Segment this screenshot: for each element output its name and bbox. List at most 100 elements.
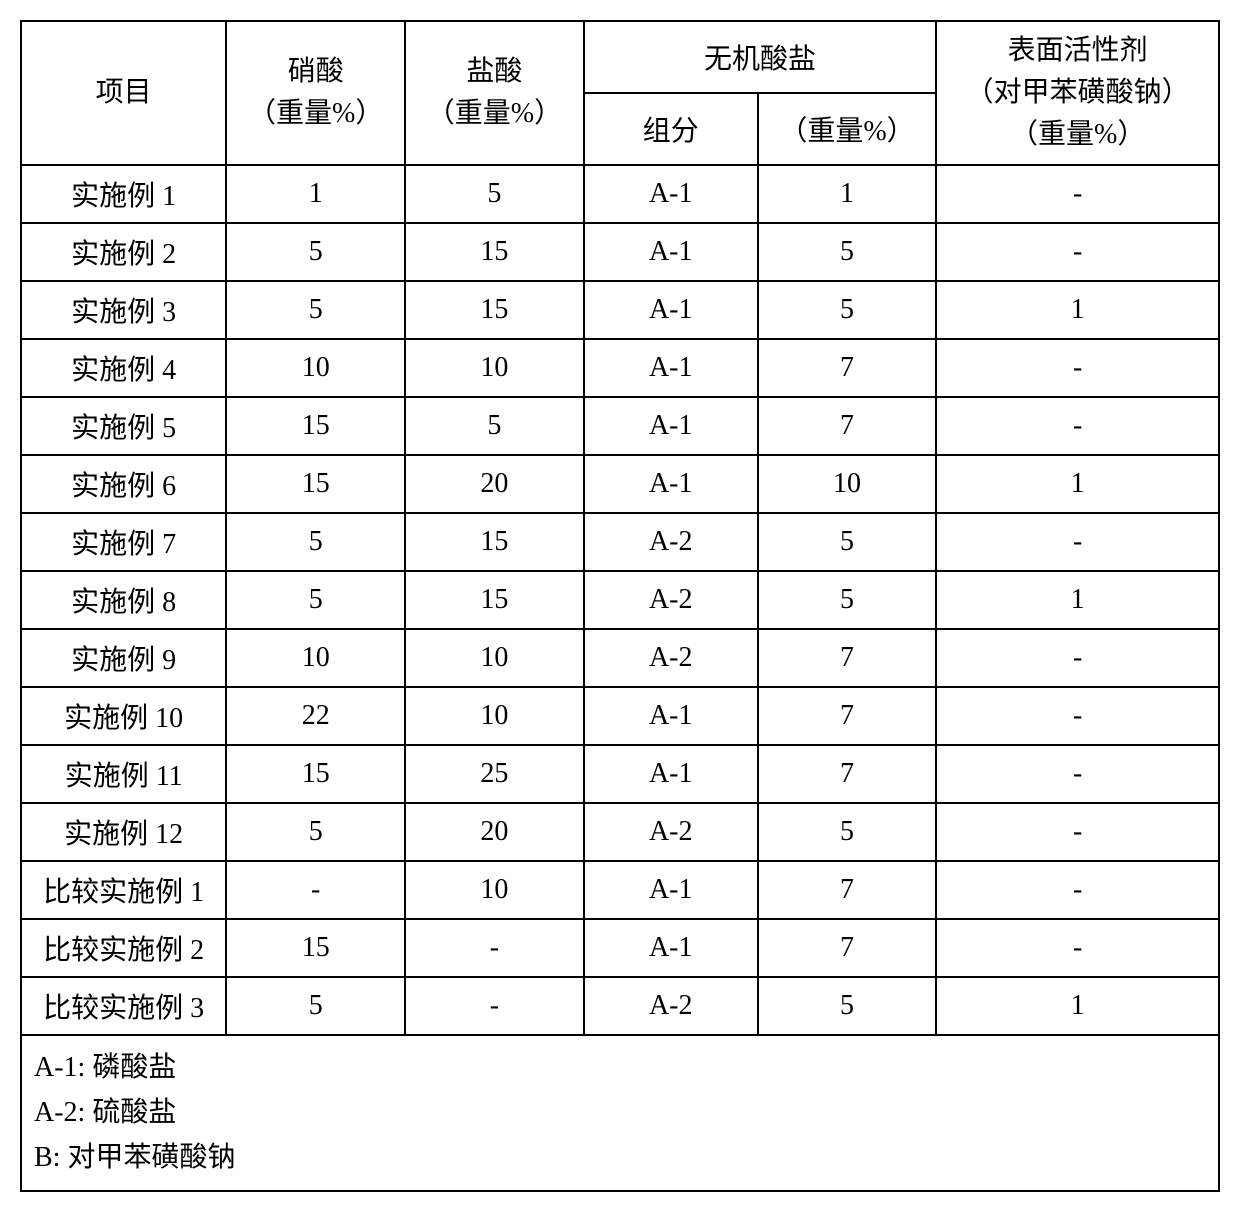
cell-nitric: 5 bbox=[226, 513, 405, 571]
cell-label: 实施例 3 bbox=[21, 281, 226, 339]
cell-surf: - bbox=[936, 803, 1219, 861]
cell-hcl: 15 bbox=[405, 281, 584, 339]
cell-label: 实施例 1 bbox=[21, 165, 226, 223]
cell-label: 比较实施例 1 bbox=[21, 861, 226, 919]
table-row: 实施例 8515A-251 bbox=[21, 571, 1219, 629]
cell-wt: 5 bbox=[758, 281, 937, 339]
header-item: 项目 bbox=[21, 21, 226, 165]
cell-nitric: 15 bbox=[226, 397, 405, 455]
cell-hcl: 15 bbox=[405, 223, 584, 281]
cell-label: 实施例 5 bbox=[21, 397, 226, 455]
cell-wt: 7 bbox=[758, 339, 937, 397]
cell-wt: 7 bbox=[758, 919, 937, 977]
cell-wt: 5 bbox=[758, 513, 937, 571]
cell-comp: A-2 bbox=[584, 803, 758, 861]
cell-wt: 5 bbox=[758, 223, 937, 281]
cell-hcl: 10 bbox=[405, 861, 584, 919]
table-row: 比较实施例 1-10A-17- bbox=[21, 861, 1219, 919]
cell-comp: A-1 bbox=[584, 339, 758, 397]
table-body: 实施例 115A-11-实施例 2515A-15-实施例 3515A-151实施… bbox=[21, 165, 1219, 1035]
header-row-1: 项目 硝酸（重量%） 盐酸（重量%） 无机酸盐 表面活性剂（对甲苯磺酸钠）（重量… bbox=[21, 21, 1219, 93]
cell-label: 实施例 12 bbox=[21, 803, 226, 861]
cell-wt: 5 bbox=[758, 803, 937, 861]
cell-surf: - bbox=[936, 687, 1219, 745]
cell-nitric: 15 bbox=[226, 745, 405, 803]
cell-wt: 7 bbox=[758, 687, 937, 745]
cell-label: 实施例 7 bbox=[21, 513, 226, 571]
cell-surf: 1 bbox=[936, 281, 1219, 339]
table-row: 实施例 12520A-25- bbox=[21, 803, 1219, 861]
footnote-cell: A-1: 磷酸盐A-2: 硫酸盐B: 对甲苯磺酸钠 bbox=[21, 1035, 1219, 1191]
cell-comp: A-1 bbox=[584, 455, 758, 513]
cell-comp: A-1 bbox=[584, 223, 758, 281]
cell-nitric: 5 bbox=[226, 571, 405, 629]
header-salt-wt: （重量%） bbox=[758, 93, 937, 165]
footnote-row: A-1: 磷酸盐A-2: 硫酸盐B: 对甲苯磺酸钠 bbox=[21, 1035, 1219, 1191]
cell-wt: 7 bbox=[758, 745, 937, 803]
cell-surf: - bbox=[936, 397, 1219, 455]
cell-hcl: 15 bbox=[405, 513, 584, 571]
cell-surf: - bbox=[936, 339, 1219, 397]
cell-hcl: 5 bbox=[405, 165, 584, 223]
cell-nitric: 22 bbox=[226, 687, 405, 745]
cell-nitric: - bbox=[226, 861, 405, 919]
cell-hcl: 10 bbox=[405, 339, 584, 397]
cell-surf: - bbox=[936, 513, 1219, 571]
cell-comp: A-1 bbox=[584, 919, 758, 977]
table-row: 实施例 115A-11- bbox=[21, 165, 1219, 223]
cell-nitric: 1 bbox=[226, 165, 405, 223]
header-surfactant: 表面活性剂（对甲苯磺酸钠）（重量%） bbox=[936, 21, 1219, 165]
cell-comp: A-1 bbox=[584, 397, 758, 455]
cell-wt: 10 bbox=[758, 455, 937, 513]
cell-label: 实施例 6 bbox=[21, 455, 226, 513]
cell-comp: A-2 bbox=[584, 571, 758, 629]
cell-wt: 1 bbox=[758, 165, 937, 223]
cell-hcl: 10 bbox=[405, 687, 584, 745]
cell-wt: 5 bbox=[758, 977, 937, 1035]
header-salt-group: 无机酸盐 bbox=[584, 21, 937, 93]
cell-label: 比较实施例 3 bbox=[21, 977, 226, 1035]
table-row: 实施例 61520A-1101 bbox=[21, 455, 1219, 513]
cell-surf: - bbox=[936, 165, 1219, 223]
cell-wt: 5 bbox=[758, 571, 937, 629]
table-row: 实施例 91010A-27- bbox=[21, 629, 1219, 687]
cell-label: 比较实施例 2 bbox=[21, 919, 226, 977]
table-row: 实施例 102210A-17- bbox=[21, 687, 1219, 745]
header-nitric: 硝酸（重量%） bbox=[226, 21, 405, 165]
table-row: 比较实施例 35-A-251 bbox=[21, 977, 1219, 1035]
cell-label: 实施例 8 bbox=[21, 571, 226, 629]
cell-hcl: - bbox=[405, 977, 584, 1035]
cell-nitric: 15 bbox=[226, 919, 405, 977]
cell-comp: A-2 bbox=[584, 629, 758, 687]
cell-nitric: 5 bbox=[226, 281, 405, 339]
table-row: 实施例 5155A-17- bbox=[21, 397, 1219, 455]
cell-wt: 7 bbox=[758, 861, 937, 919]
cell-label: 实施例 2 bbox=[21, 223, 226, 281]
cell-surf: - bbox=[936, 223, 1219, 281]
cell-surf: - bbox=[936, 919, 1219, 977]
cell-nitric: 5 bbox=[226, 803, 405, 861]
table-row: 比较实施例 215-A-17- bbox=[21, 919, 1219, 977]
cell-surf: 1 bbox=[936, 977, 1219, 1035]
cell-hcl: 10 bbox=[405, 629, 584, 687]
cell-nitric: 10 bbox=[226, 339, 405, 397]
cell-surf: 1 bbox=[936, 455, 1219, 513]
cell-hcl: - bbox=[405, 919, 584, 977]
cell-comp: A-1 bbox=[584, 281, 758, 339]
cell-surf: 1 bbox=[936, 571, 1219, 629]
cell-hcl: 25 bbox=[405, 745, 584, 803]
cell-wt: 7 bbox=[758, 397, 937, 455]
cell-surf: - bbox=[936, 861, 1219, 919]
cell-label: 实施例 4 bbox=[21, 339, 226, 397]
cell-comp: A-1 bbox=[584, 687, 758, 745]
cell-hcl: 5 bbox=[405, 397, 584, 455]
table-row: 实施例 7515A-25- bbox=[21, 513, 1219, 571]
cell-label: 实施例 9 bbox=[21, 629, 226, 687]
table-row: 实施例 41010A-17- bbox=[21, 339, 1219, 397]
cell-surf: - bbox=[936, 629, 1219, 687]
table-row: 实施例 111525A-17- bbox=[21, 745, 1219, 803]
cell-comp: A-1 bbox=[584, 861, 758, 919]
cell-nitric: 5 bbox=[226, 223, 405, 281]
footnote-line: B: 对甲苯磺酸钠 bbox=[34, 1142, 235, 1173]
cell-nitric: 15 bbox=[226, 455, 405, 513]
